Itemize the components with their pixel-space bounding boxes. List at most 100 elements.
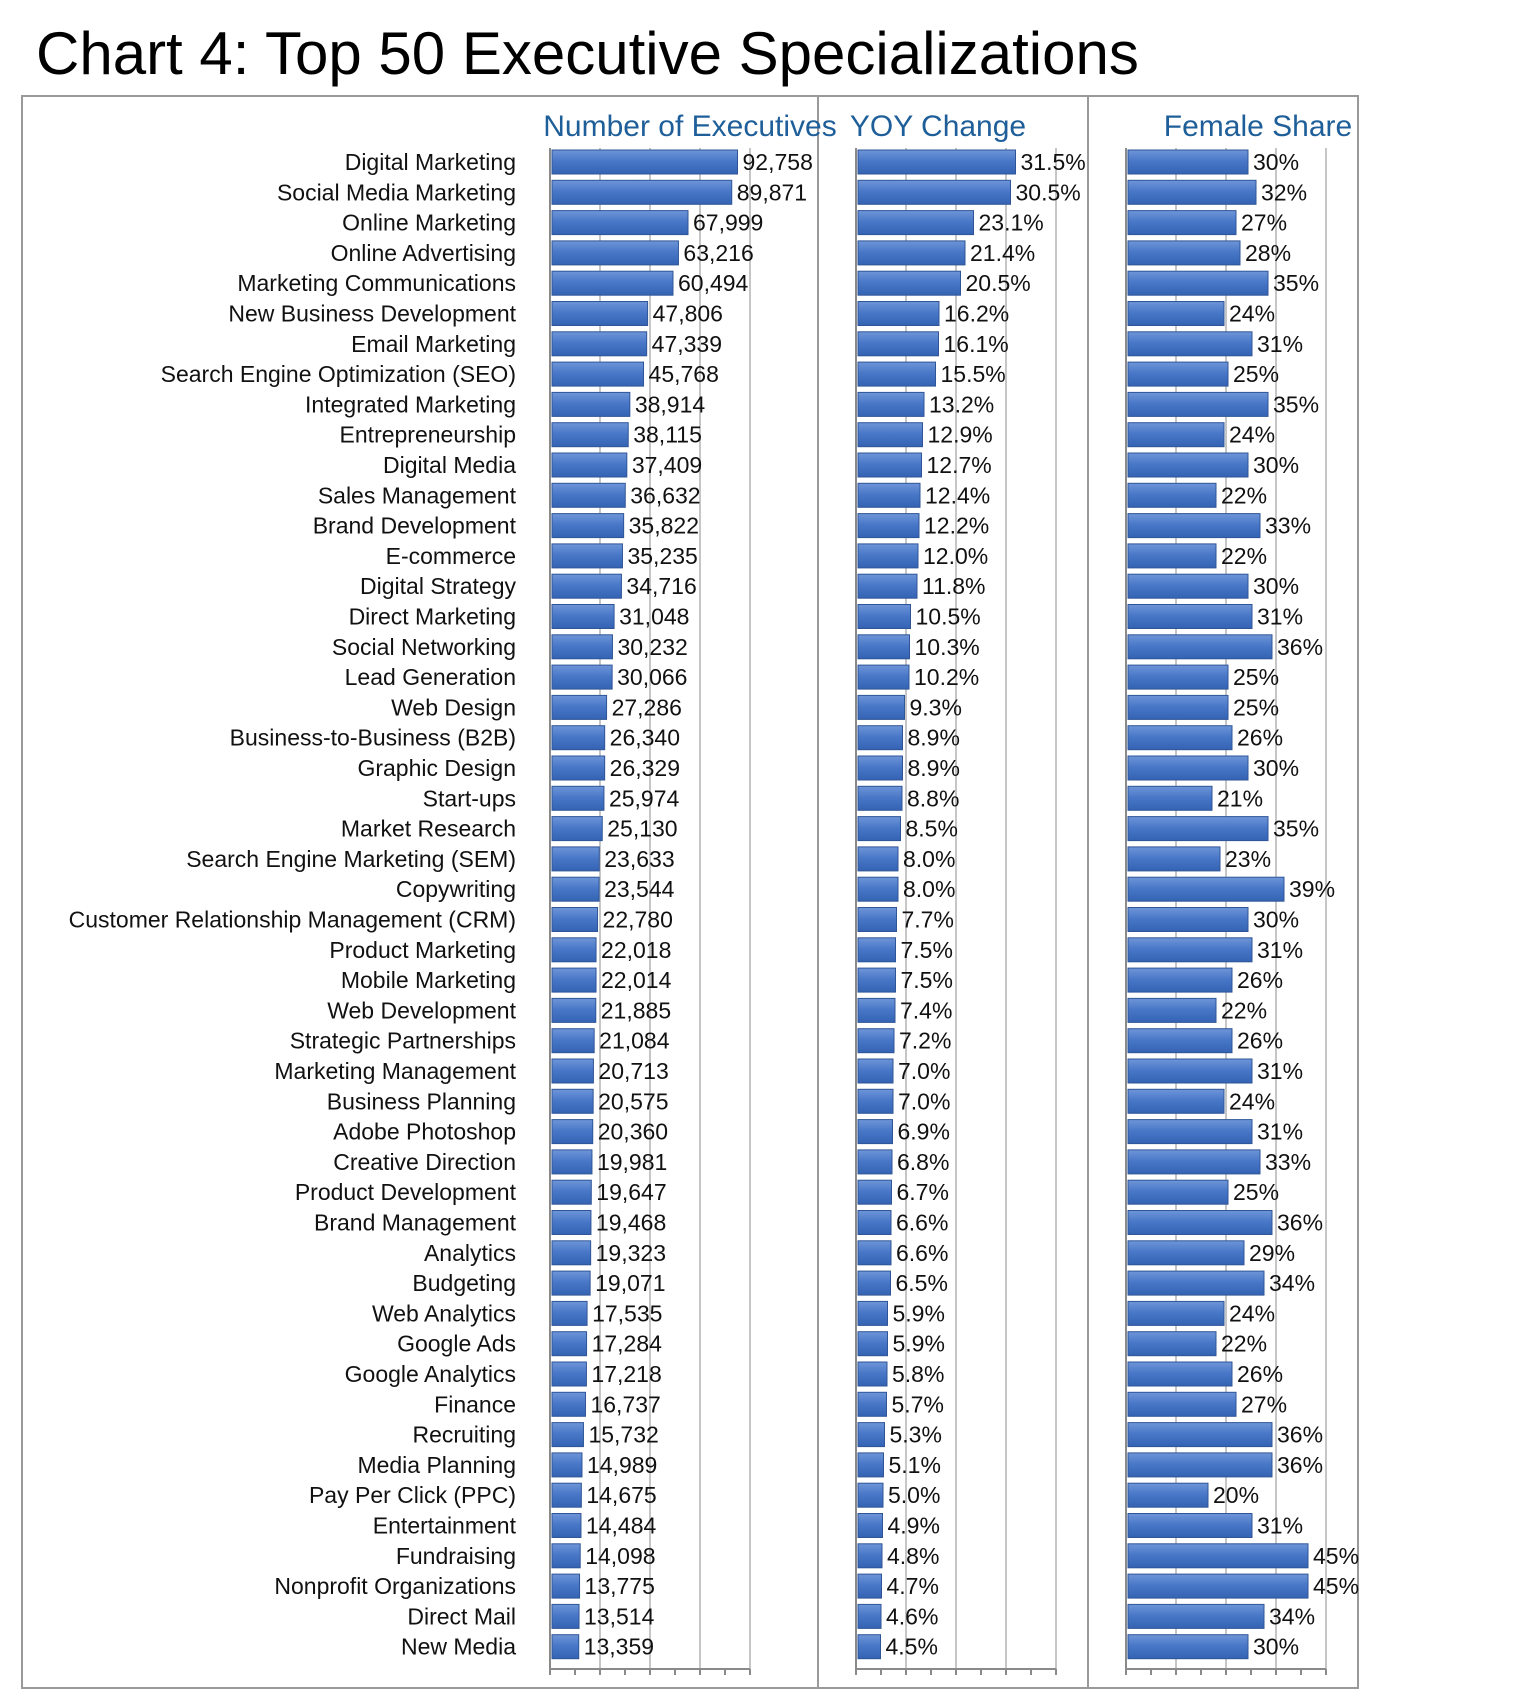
category-label-product-marketing: Product Marketing — [329, 937, 516, 963]
bar-female-share-new-business-development — [1127, 301, 1225, 326]
value-label-number-of-executives-business-to-business-b2b: 26,340 — [610, 725, 680, 751]
value-label-female-share-online-advertising: 28% — [1245, 240, 1291, 266]
bar-yoy-change-web-development — [857, 997, 896, 1023]
value-label-yoy-change-recruiting: 5.3% — [890, 1422, 942, 1448]
value-label-number-of-executives-lead-generation: 30,066 — [617, 664, 687, 690]
bar-female-share-web-design — [1127, 694, 1229, 720]
bar-female-share-brand-development — [1127, 513, 1261, 539]
bar-number-of-executives-digital-strategy — [551, 573, 622, 599]
bar-female-share-digital-media — [1127, 452, 1249, 478]
bar-yoy-change-social-media-marketing — [857, 179, 1011, 205]
value-label-yoy-change-social-networking: 10.3% — [915, 634, 980, 660]
bar-female-share-creative-direction — [1127, 1149, 1261, 1175]
category-label-strategic-partnerships: Strategic Partnerships — [290, 1028, 516, 1054]
category-label-digital-strategy: Digital Strategy — [360, 573, 516, 599]
value-label-female-share-pay-per-click-ppc: 20% — [1213, 1482, 1259, 1508]
bar-number-of-executives-budgeting — [551, 1270, 591, 1296]
bar-number-of-executives-strategic-partnerships — [551, 1028, 595, 1054]
value-label-yoy-change-budgeting: 6.5% — [896, 1270, 948, 1296]
value-label-yoy-change-brand-management: 6.6% — [896, 1210, 948, 1236]
category-label-digital-media: Digital Media — [383, 452, 516, 478]
value-label-female-share-e-commerce: 22% — [1221, 543, 1267, 569]
bar-yoy-change-search-engine-marketing-sem — [857, 846, 899, 872]
bar-female-share-entrepreneurship — [1127, 422, 1225, 448]
value-label-number-of-executives-creative-direction: 19,981 — [597, 1149, 667, 1175]
value-label-number-of-executives-digital-strategy: 34,716 — [626, 573, 696, 599]
value-label-yoy-change-graphic-design: 8.9% — [908, 755, 960, 781]
value-label-yoy-change-digital-strategy: 11.8% — [922, 573, 986, 599]
value-label-female-share-direct-mail: 34% — [1269, 1603, 1315, 1629]
bar-number-of-executives-web-development — [551, 997, 597, 1023]
value-label-female-share-social-networking: 36% — [1277, 634, 1323, 660]
value-label-female-share-brand-management: 36% — [1277, 1210, 1323, 1236]
bar-female-share-product-development — [1127, 1179, 1229, 1205]
value-label-female-share-product-development: 25% — [1233, 1179, 1279, 1205]
value-label-female-share-marketing-management: 31% — [1257, 1058, 1303, 1084]
value-label-female-share-mobile-marketing: 26% — [1237, 967, 1283, 993]
bar-female-share-marketing-management — [1127, 1058, 1253, 1084]
value-label-number-of-executives-social-networking: 30,232 — [617, 634, 687, 660]
value-label-yoy-change-business-to-business-b2b: 8.9% — [908, 725, 960, 751]
bar-female-share-recruiting — [1127, 1422, 1273, 1448]
value-label-number-of-executives-strategic-partnerships: 21,084 — [599, 1028, 670, 1054]
value-label-female-share-google-ads: 22% — [1221, 1331, 1267, 1357]
value-label-yoy-change-market-research: 8.5% — [906, 816, 958, 842]
value-label-yoy-change-sales-management: 12.4% — [925, 482, 990, 508]
bar-yoy-change-nonprofit-organizations — [857, 1573, 882, 1599]
value-label-yoy-change-google-analytics: 5.8% — [892, 1361, 944, 1387]
bar-yoy-change-graphic-design — [857, 755, 903, 781]
bar-female-share-social-networking — [1127, 634, 1273, 660]
bar-yoy-change-copywriting — [857, 876, 899, 902]
category-label-new-media: New Media — [401, 1634, 516, 1660]
bar-female-share-social-media-marketing — [1127, 179, 1257, 205]
value-label-number-of-executives-copywriting: 23,544 — [604, 876, 675, 902]
bar-number-of-executives-social-networking — [551, 634, 613, 660]
value-label-number-of-executives-adobe-photoshop: 20,360 — [598, 1119, 668, 1145]
bar-female-share-marketing-communications — [1127, 270, 1269, 296]
category-label-analytics: Analytics — [424, 1240, 516, 1266]
category-label-sales-management: Sales Management — [318, 482, 517, 508]
bar-yoy-change-digital-marketing — [857, 149, 1016, 175]
value-label-yoy-change-media-planning: 5.1% — [889, 1452, 941, 1478]
value-label-female-share-web-development: 22% — [1221, 997, 1267, 1023]
value-label-female-share-start-ups: 21% — [1217, 785, 1263, 811]
bar-yoy-change-finance — [857, 1391, 887, 1417]
bar-number-of-executives-product-marketing — [551, 937, 597, 963]
value-label-number-of-executives-entrepreneurship: 38,115 — [633, 422, 702, 448]
value-label-yoy-change-online-marketing: 23.1% — [979, 210, 1044, 236]
value-label-female-share-nonprofit-organizations: 45% — [1313, 1573, 1359, 1599]
value-label-female-share-marketing-communications: 35% — [1273, 270, 1319, 296]
bar-number-of-executives-market-research — [551, 816, 603, 842]
bar-female-share-google-ads — [1127, 1331, 1217, 1357]
bar-female-share-strategic-partnerships — [1127, 1028, 1233, 1054]
value-label-female-share-analytics: 29% — [1249, 1240, 1295, 1266]
value-label-number-of-executives-graphic-design: 26,329 — [610, 755, 680, 781]
value-label-yoy-change-product-marketing: 7.5% — [901, 937, 953, 963]
category-label-marketing-communications: Marketing Communications — [237, 270, 516, 296]
bar-number-of-executives-marketing-management — [551, 1058, 594, 1084]
bar-female-share-search-engine-marketing-sem — [1127, 846, 1221, 872]
value-label-yoy-change-copywriting: 8.0% — [903, 876, 955, 902]
panel-female-share: Female Share30%32%27%28%35%24%31%25%35%2… — [1125, 110, 1359, 1675]
bar-female-share-integrated-marketing — [1127, 391, 1269, 417]
category-label-budgeting: Budgeting — [412, 1270, 516, 1296]
bar-number-of-executives-lead-generation — [551, 664, 613, 690]
value-label-yoy-change-direct-mail: 4.6% — [886, 1603, 938, 1629]
bar-female-share-e-commerce — [1127, 543, 1217, 569]
value-label-female-share-sales-management: 22% — [1221, 482, 1267, 508]
value-label-yoy-change-business-planning: 7.0% — [898, 1088, 950, 1114]
value-label-yoy-change-brand-development: 12.2% — [924, 513, 989, 539]
value-label-yoy-change-new-business-development: 16.2% — [944, 301, 1009, 327]
bar-number-of-executives-brand-development — [551, 513, 625, 539]
category-label-recruiting: Recruiting — [412, 1422, 516, 1448]
value-label-number-of-executives-web-design: 27,286 — [612, 694, 682, 720]
category-label-finance: Finance — [434, 1391, 516, 1417]
value-label-yoy-change-finance: 5.7% — [892, 1391, 944, 1417]
category-label-web-design: Web Design — [391, 694, 516, 720]
category-label-entrepreneurship: Entrepreneurship — [340, 422, 516, 448]
bar-number-of-executives-brand-management — [551, 1210, 592, 1235]
bar-number-of-executives-direct-mail — [551, 1603, 580, 1629]
bar-yoy-change-new-media — [857, 1634, 881, 1660]
value-label-female-share-entrepreneurship: 24% — [1229, 422, 1275, 448]
bar-female-share-lead-generation — [1127, 664, 1229, 690]
